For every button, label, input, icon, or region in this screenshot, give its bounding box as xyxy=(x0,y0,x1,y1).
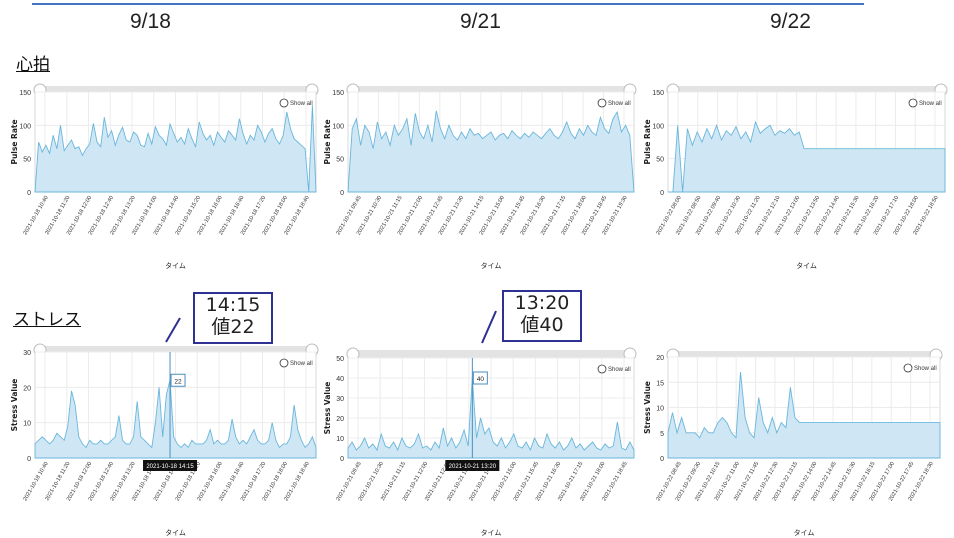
callout-1-time: 14:15 xyxy=(205,294,261,316)
pulse-2-series-area xyxy=(347,110,635,193)
stress-1-x-axis-label: タイム xyxy=(165,528,186,537)
pulse-1-x-tick: 2021-10-18 18:40 xyxy=(283,195,310,236)
pulse-1-series-area xyxy=(34,105,317,193)
stress-2-y-axis-label: Stress Value xyxy=(323,382,332,435)
date-label-1: 9/18 xyxy=(130,10,171,33)
pulse-3-y-tick: 50 xyxy=(656,157,664,164)
stress-2-tooltip-value-box xyxy=(472,371,488,385)
pulse-3-y-axis-label: Pulse Rate xyxy=(643,119,652,164)
stress-2-range-slider[interactable] xyxy=(351,350,631,358)
stress-2-series-area xyxy=(347,377,635,459)
stress-3-y-tick: 15 xyxy=(656,380,664,387)
callout-2-value: 値40 xyxy=(520,314,564,336)
stress-1-show-all-button[interactable]: Show all xyxy=(290,361,313,367)
stress-1-zoom-reset-icon[interactable] xyxy=(279,358,289,368)
stress-1-tooltip-time-box xyxy=(143,460,198,471)
pulse-1-show-all-button[interactable]: Show all xyxy=(290,101,313,107)
pulse-2-y-axis-label: Pulse Rate xyxy=(323,119,332,164)
pulse-3-y-tick: 0 xyxy=(660,190,664,197)
stress-2-show-all-button[interactable]: Show all xyxy=(608,367,631,373)
callout-2: 13:20 値40 xyxy=(502,290,582,342)
pulse-1-x-axis-label: タイム xyxy=(165,261,186,270)
stress-3-zoom-reset-icon[interactable] xyxy=(903,363,913,373)
pulse-3-series-area xyxy=(668,120,946,193)
stress-3-y-tick: 20 xyxy=(656,355,664,362)
pulse-2-y-tick: 50 xyxy=(336,157,344,164)
pulse-1-y-tick: 150 xyxy=(19,90,31,97)
pulse-3-x-axis-label: タイム xyxy=(796,261,817,270)
stress-2-zoom-reset-icon[interactable] xyxy=(597,364,607,374)
stress-1-y-axis-label: Stress Value xyxy=(10,379,19,432)
stress-1-y-tick: 10 xyxy=(23,421,31,428)
pulse-2-y-tick: 100 xyxy=(332,123,344,130)
stress-1-y-tick: 30 xyxy=(23,350,31,357)
callout-2-time: 13:20 xyxy=(514,292,570,314)
stress-3-x-axis-label: タイム xyxy=(794,528,815,537)
pulse-2-show-all-button[interactable]: Show all xyxy=(608,101,631,107)
date-label-2: 9/21 xyxy=(460,10,501,33)
stress-1-range-slider[interactable] xyxy=(38,346,313,354)
stress-2-tooltip-time-box xyxy=(445,460,500,471)
stress-3-y-axis-label: Stress Value xyxy=(643,381,652,434)
pulse-2-y-tick: 0 xyxy=(340,190,344,197)
stress-2-y-tick: 50 xyxy=(336,356,344,363)
pulse-3-zoom-reset-icon[interactable] xyxy=(908,98,918,108)
stress-1-y-tick: 20 xyxy=(23,385,31,392)
stress-1-y-tick: 0 xyxy=(27,456,31,463)
pulse-2-x-axis-label: タイム xyxy=(481,261,502,270)
pulse-3-y-tick: 100 xyxy=(652,123,664,130)
stress-3-show-all-button[interactable]: Show all xyxy=(914,366,937,372)
section-heart-rate: 心拍 xyxy=(16,55,50,75)
stress-1-x-tick: 2021-10-18 18:40 xyxy=(283,461,310,502)
pulse-1-y-tick: 50 xyxy=(23,157,31,164)
header-divider xyxy=(32,3,864,5)
pulse-1-range-slider[interactable] xyxy=(38,86,313,94)
stress-2-x-axis-label: タイム xyxy=(481,528,502,537)
pulse-1-y-tick: 0 xyxy=(27,190,31,197)
stress-2-y-tick: 30 xyxy=(336,396,344,403)
stress-2-y-tick: 10 xyxy=(336,436,344,443)
stress-3-y-tick: 10 xyxy=(656,406,664,413)
stress-2-tooltip-time: 2021-10-21 13:20 xyxy=(449,464,497,470)
stress-3-range-slider[interactable] xyxy=(671,351,937,359)
pulse-1-zoom-reset-icon[interactable] xyxy=(279,98,289,108)
pulse-2-range-slider[interactable] xyxy=(351,86,631,94)
stress-1-tooltip-value-box xyxy=(170,373,186,387)
pulse-3-show-all-button[interactable]: Show all xyxy=(919,101,942,107)
callout-1: 14:15 値22 xyxy=(193,292,273,344)
pulse-3-y-tick: 150 xyxy=(652,90,664,97)
stress-1-series-area xyxy=(34,380,317,459)
pulse-1-y-axis-label: Pulse Rate xyxy=(10,119,19,164)
pulse-1-y-tick: 100 xyxy=(19,123,31,130)
stress-2-tooltip-value: 40 xyxy=(477,376,485,383)
stress-3-y-tick: 0 xyxy=(660,456,664,463)
date-label-3: 9/22 xyxy=(770,10,811,33)
stress-2-y-tick: 0 xyxy=(340,456,344,463)
stress-3-y-tick: 5 xyxy=(660,431,664,438)
stress-2-y-tick: 20 xyxy=(336,416,344,423)
stress-2-y-tick: 40 xyxy=(336,376,344,383)
pulse-2-y-tick: 150 xyxy=(332,90,344,97)
callout-1-value: 値22 xyxy=(211,316,255,338)
stress-3-series-area xyxy=(667,372,941,459)
stress-2-x-tick: 2021-10-21 18:45 xyxy=(601,461,628,502)
pulse-3-range-slider[interactable] xyxy=(671,86,942,94)
stress-1-tooltip-time: 2021-10-18 14:15 xyxy=(146,464,194,470)
stress-1-tooltip-value: 22 xyxy=(174,378,182,385)
section-stress: ストレス xyxy=(13,310,81,330)
pulse-2-zoom-reset-icon[interactable] xyxy=(597,98,607,108)
